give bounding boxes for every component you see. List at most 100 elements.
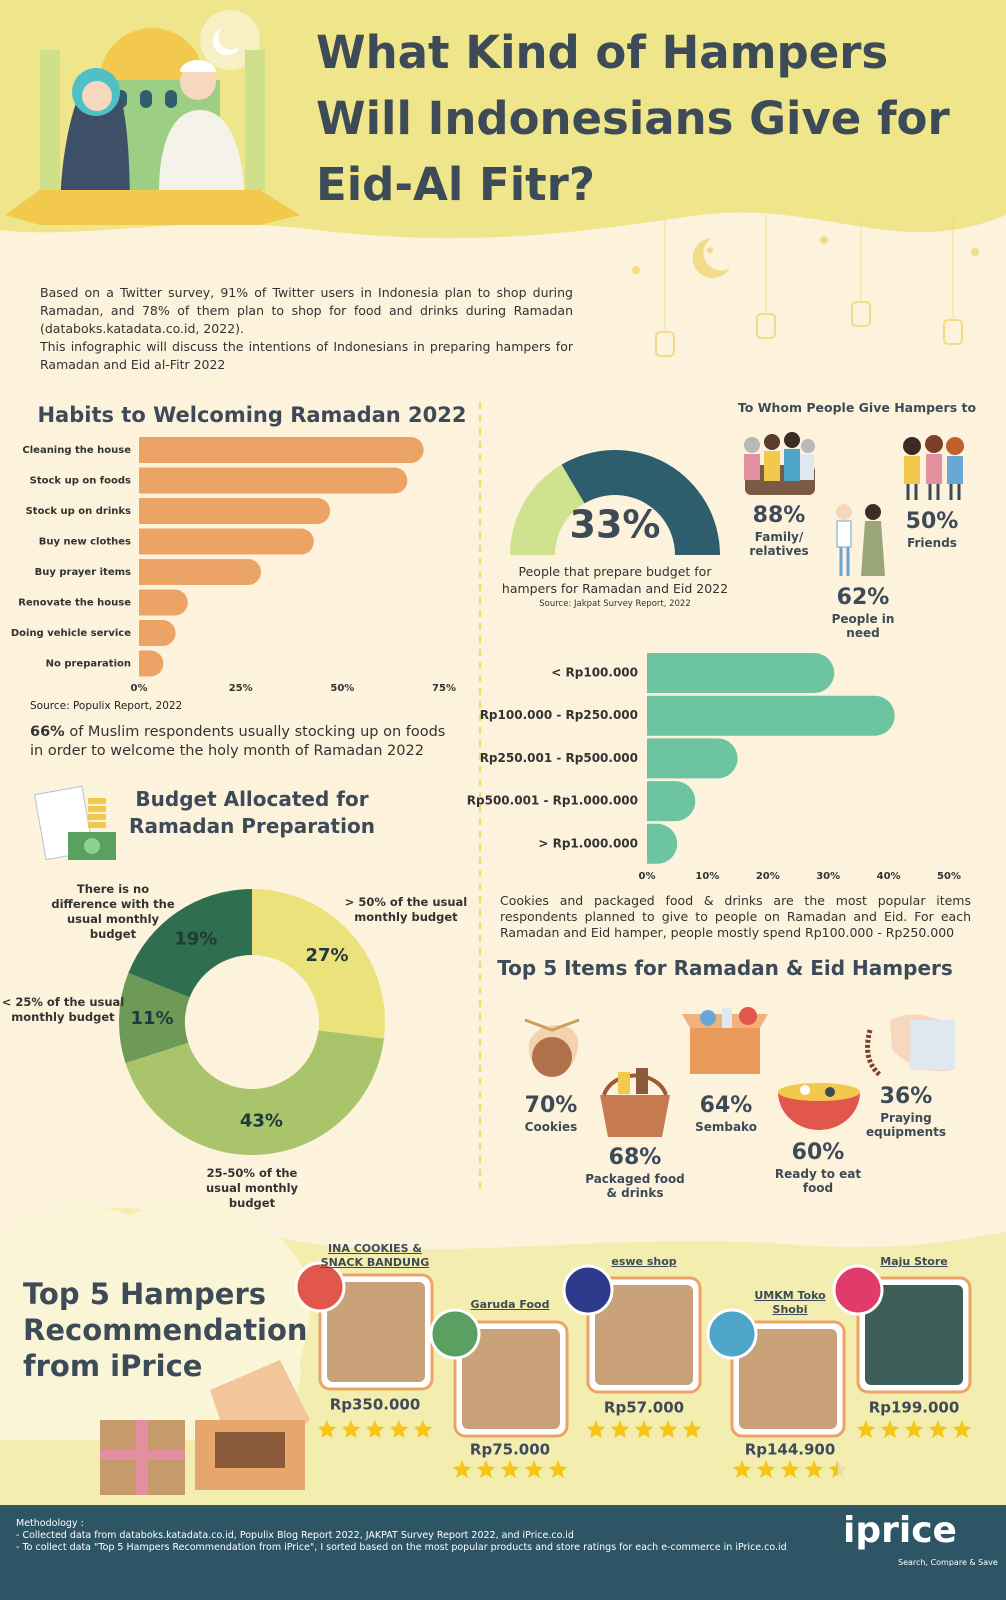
- methodology-line: - To collect data "Top 5 Hampers Recomme…: [16, 1542, 787, 1553]
- stat-label: Ready to eat food: [774, 1167, 862, 1195]
- bar: [139, 620, 176, 646]
- bar-label: Renovate the house: [18, 598, 131, 609]
- product-image: [327, 1282, 425, 1382]
- gauge-label: 33%: [570, 503, 661, 547]
- product-image: [462, 1329, 560, 1429]
- donut-segment: [252, 889, 385, 1039]
- star: [586, 1420, 606, 1439]
- product-image: [739, 1329, 837, 1429]
- bar-label: > Rp1.000.000: [538, 836, 638, 850]
- stat-label: Family/ relatives: [749, 530, 809, 558]
- x-tick-label: 10%: [695, 871, 719, 882]
- star: [828, 1460, 848, 1479]
- bar: [139, 650, 164, 677]
- star: [928, 1420, 948, 1439]
- store-name: UMKM Toko Shobi: [754, 1289, 826, 1316]
- stat-label: Cookies: [524, 1120, 578, 1134]
- price: Rp57.000: [604, 1399, 684, 1417]
- x-tick-label: 50%: [330, 683, 354, 694]
- star: [804, 1460, 824, 1479]
- stat-label: Sembako: [695, 1120, 757, 1134]
- budget-icon: [34, 785, 116, 861]
- bar: [647, 653, 835, 693]
- bar: [139, 589, 188, 616]
- gauge-track: [561, 450, 720, 555]
- x-tick-label: 20%: [756, 871, 780, 882]
- people-illustrations: [744, 432, 964, 576]
- store-name: Maju Store: [880, 1255, 948, 1268]
- store-name: eswe shop: [611, 1255, 677, 1268]
- footer-band: [0, 1505, 1006, 1600]
- store-logo: [429, 1308, 481, 1360]
- chart-title: Habits to Welcoming Ramadan 2022: [37, 403, 467, 428]
- header-illustration: [5, 10, 300, 225]
- star: [952, 1420, 972, 1439]
- stat-value: 68%: [609, 1145, 662, 1170]
- stat-value: 36%: [880, 1084, 933, 1109]
- price: Rp144.900: [745, 1441, 836, 1459]
- star: [524, 1460, 544, 1479]
- footer: Methodology : - Collected data from data…: [0, 1504, 1006, 1600]
- intro-paragraph: This infographic will discuss the intent…: [40, 339, 573, 372]
- logo: iprice: [843, 1510, 957, 1551]
- budget-caption: Cookies and packaged food & drinks are t…: [500, 893, 971, 940]
- store-logo: [294, 1261, 346, 1313]
- star: [548, 1460, 568, 1479]
- chart-title: Budget Allocated for Ramadan Preparation: [129, 787, 375, 838]
- bar-label: Doing vehicle service: [11, 628, 131, 639]
- segment-category: There is no difference with the usual mo…: [51, 882, 175, 941]
- price: Rp350.000: [330, 1396, 421, 1414]
- star: [365, 1420, 385, 1439]
- x-tick-label: 30%: [816, 871, 840, 882]
- hampers-title: Top 5 Hampers Recommendation from iPrice: [23, 1277, 308, 1383]
- star: [732, 1460, 752, 1479]
- star: [476, 1460, 496, 1479]
- star: [341, 1420, 361, 1439]
- segment-category: < 25% of the usual monthly budget: [1, 995, 125, 1024]
- methodology-line: - Collected data from databoks.katadata.…: [16, 1530, 574, 1541]
- store-logo: [706, 1308, 758, 1360]
- star: [413, 1420, 433, 1439]
- note-text: of Muslim respondents usually stocking u…: [30, 724, 446, 759]
- gift-boxes: [100, 1360, 310, 1495]
- item-illustrations: [524, 1007, 955, 1137]
- star: [452, 1460, 472, 1479]
- rating-stars: [317, 1420, 433, 1439]
- stat-label: Praying equipments: [865, 1111, 947, 1139]
- bar: [647, 695, 895, 736]
- star: [780, 1460, 800, 1479]
- segment-category: > 50% of the usual monthly budget: [344, 895, 468, 924]
- habit-source: Source: Populix Report, 2022: [30, 700, 183, 712]
- bar-label: Cleaning the house: [22, 445, 131, 456]
- star: [317, 1420, 337, 1439]
- segment-label: 43%: [240, 1111, 283, 1132]
- donut-segment: [128, 889, 252, 998]
- habit-note: 66% of Muslim respondents usually stocki…: [30, 723, 460, 761]
- bar-label: Rp500.001 - Rp1.000.000: [467, 794, 638, 808]
- star: [634, 1420, 654, 1439]
- stat-label: Friends: [907, 536, 957, 550]
- bar: [139, 559, 261, 585]
- methodology-heading: Methodology :: [16, 1518, 84, 1529]
- chart-title: To Whom People Give Hampers to: [737, 400, 977, 416]
- bar-label: No preparation: [46, 659, 131, 670]
- segment-label: 27%: [305, 945, 348, 966]
- gauge-value: [510, 464, 585, 555]
- star: [658, 1420, 678, 1439]
- bar-label: Stock up on drinks: [26, 506, 131, 517]
- price: Rp199.000: [869, 1399, 960, 1417]
- bar: [139, 528, 314, 555]
- bar-label: Buy prayer items: [35, 567, 131, 578]
- stat-value: 60%: [792, 1140, 845, 1165]
- star: [756, 1460, 776, 1479]
- star: [880, 1420, 900, 1439]
- title: What Kind of Hampers Will Indonesians Gi…: [316, 26, 950, 211]
- store-logo: [832, 1264, 884, 1316]
- bar-label: Stock up on foods: [30, 476, 131, 487]
- price: Rp75.000: [470, 1441, 550, 1459]
- stat-value: 64%: [700, 1093, 753, 1118]
- stat-value: 62%: [837, 585, 890, 610]
- intro-paragraph: Based on a Twitter survey, 91% of Twitte…: [40, 285, 573, 336]
- rating-stars: [586, 1420, 702, 1439]
- bar: [647, 823, 678, 864]
